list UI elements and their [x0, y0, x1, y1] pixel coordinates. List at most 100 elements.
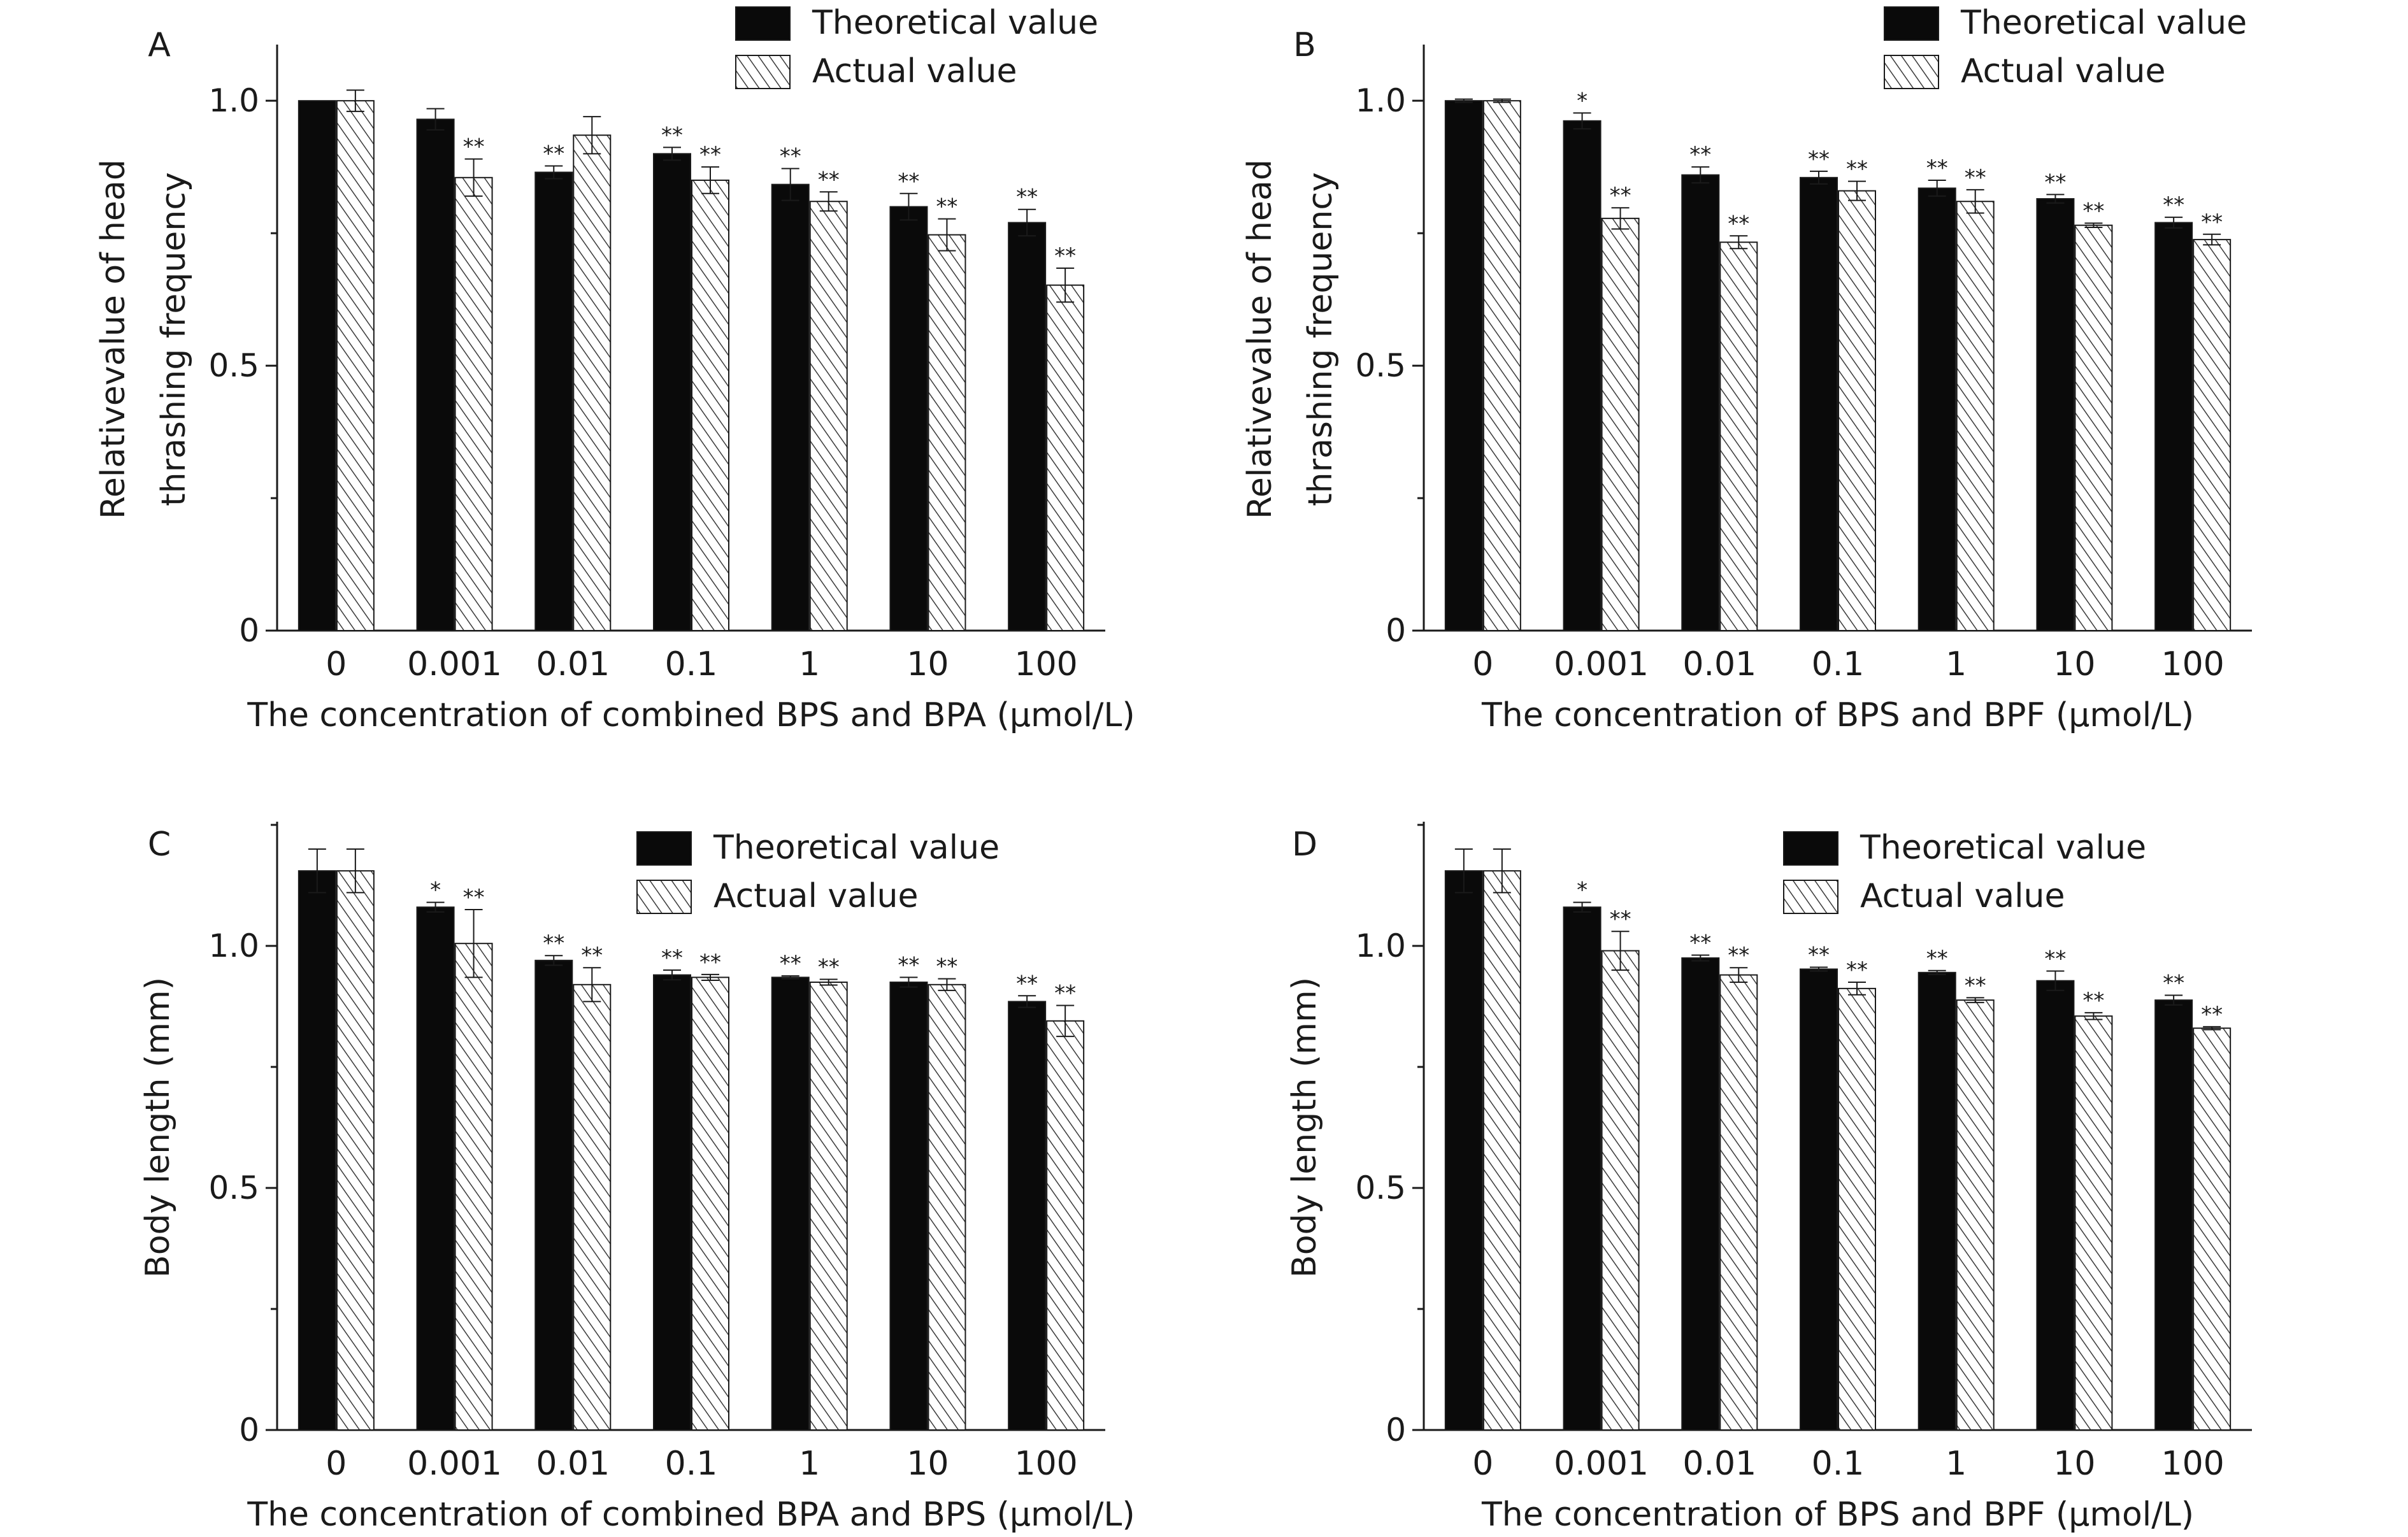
x-tick-label: 0.1: [1812, 1445, 1865, 1483]
y-tick-label: 0.5: [1355, 347, 1406, 384]
bar-actual: [1601, 950, 1640, 1431]
x-tick-label: 1: [1946, 1445, 1967, 1483]
significance-marker: **: [661, 945, 683, 971]
y-tick-label: 0: [1386, 612, 1406, 649]
x-tick-label: 10: [2053, 1445, 2095, 1483]
legend-swatch-actual: [636, 880, 692, 914]
bar-theoretical: [1444, 100, 1483, 631]
x-tick-label: 0.1: [665, 1445, 718, 1483]
y-tick-label: 0: [1386, 1412, 1406, 1448]
panel-letter: A: [148, 26, 171, 64]
legend-swatch-theoretical: [1884, 6, 1939, 41]
legend-label-theoretical: Theoretical value: [713, 829, 1000, 867]
legend-label-actual: Actual value: [1860, 877, 2065, 915]
significance-marker: **: [818, 954, 840, 980]
y-tick-label: 1.0: [1355, 82, 1406, 119]
bar-theoretical: [534, 959, 573, 1431]
y-axis-label: Body length (mm): [139, 977, 177, 1278]
significance-marker: **: [2082, 198, 2104, 224]
bar-theoretical: [2036, 198, 2075, 631]
legend-label-actual: Actual value: [1961, 52, 2165, 90]
significance-marker: **: [936, 954, 957, 980]
bar-theoretical: [771, 183, 810, 632]
x-tick-label: 0.001: [407, 1445, 502, 1483]
bar-theoretical: [297, 870, 336, 1431]
bar-actual: [691, 179, 729, 632]
significance-marker: **: [1689, 142, 1711, 168]
bar-actual: [1482, 100, 1521, 631]
legend-label-actual: Actual value: [713, 877, 918, 915]
bar-theoretical: [889, 982, 928, 1431]
chart-panel-b: 00.51.00***0.001****0.01** **0.1** **1****…: [1241, 4, 2252, 734]
significance-marker: **: [2163, 971, 2184, 996]
x-tick-label: 0: [1472, 1445, 1493, 1483]
significance-marker: **: [2082, 988, 2104, 1013]
significance-marker: **: [1846, 157, 1868, 182]
bar-theoretical: [297, 100, 336, 631]
bar-theoretical: [1681, 174, 1720, 631]
bar-theoretical: [653, 974, 691, 1431]
bar-theoretical: [1008, 222, 1047, 631]
significance-marker: **: [661, 122, 683, 148]
bar-theoretical: [416, 906, 455, 1431]
bar-actual: [1838, 987, 1876, 1431]
x-tick-label: 10: [2053, 645, 2095, 683]
legend: Theoretical value Actual value: [1783, 829, 2146, 915]
bar-actual: [1719, 974, 1758, 1431]
significance-marker: **: [1808, 942, 1830, 968]
significance-marker: **: [1965, 973, 1986, 998]
y-tick-label: 0: [239, 612, 259, 649]
legend-swatch-theoretical: [735, 6, 791, 41]
bar-theoretical: [2154, 222, 2193, 631]
bar-theoretical: [534, 171, 573, 631]
bar-actual: [1046, 1020, 1085, 1431]
x-tick-label: 0.01: [1682, 1445, 1756, 1483]
x-tick-label: 1: [1946, 645, 1967, 683]
x-tick-label: 100: [2161, 645, 2225, 683]
significance-marker: **: [2044, 947, 2066, 972]
significance-marker: **: [898, 952, 919, 978]
x-axis-label: The concentration of combined BPS and BP…: [247, 696, 1135, 734]
bar-actual: [809, 982, 848, 1431]
x-tick-label: 10: [907, 1445, 949, 1483]
significance-marker: *: [1577, 88, 1587, 113]
x-tick-label: 0.1: [1812, 645, 1865, 683]
y-tick-label: 0: [239, 1412, 259, 1448]
chart-panel-d: 00.51.00***0.001** **0.01****0.1****1****…: [1286, 822, 2252, 1534]
significance-marker: **: [699, 142, 721, 168]
significance-marker: **: [1054, 243, 1076, 269]
bar-actual: [2074, 1015, 2113, 1431]
chart-panel-c: 00.51.00* **0.001** **0.01** **0.1** **1** **…: [139, 822, 1135, 1534]
x-tick-label: 100: [2161, 1445, 2225, 1483]
y-tick-label: 0.5: [1355, 1169, 1406, 1206]
legend-swatch-actual: [1783, 880, 1838, 914]
bar-actual: [2074, 224, 2113, 631]
y-tick-label: 1.0: [208, 927, 259, 964]
bar-theoretical: [1917, 971, 1956, 1431]
legend-swatch-theoretical: [1783, 831, 1838, 866]
significance-marker: **: [1054, 980, 1076, 1006]
significance-marker: **: [1846, 957, 1868, 983]
bar-actual: [2193, 239, 2232, 632]
significance-marker: **: [936, 194, 957, 220]
x-tick-label: 0.001: [1554, 645, 1649, 683]
significance-marker: **: [2201, 1002, 2223, 1027]
significance-marker: *: [1577, 878, 1587, 903]
significance-marker: **: [543, 931, 564, 956]
significance-marker: **: [1728, 943, 1749, 968]
legend-swatch-actual: [735, 55, 791, 89]
x-tick-label: 0.01: [1682, 645, 1756, 683]
bar-theoretical: [416, 118, 455, 631]
x-tick-label: 0.001: [1554, 1445, 1649, 1483]
significance-marker: **: [543, 141, 564, 166]
significance-marker: **: [1728, 211, 1749, 236]
significance-marker: **: [2044, 169, 2066, 195]
y-axis-label: thrashing frequency: [155, 172, 193, 506]
bar-theoretical: [1563, 906, 1602, 1431]
bar-actual: [1601, 217, 1640, 631]
bar-theoretical: [1800, 968, 1838, 1431]
bar-actual: [691, 976, 729, 1431]
y-tick-label: 1.0: [208, 82, 259, 119]
significance-marker: **: [463, 885, 485, 910]
bar-theoretical: [1563, 120, 1602, 632]
